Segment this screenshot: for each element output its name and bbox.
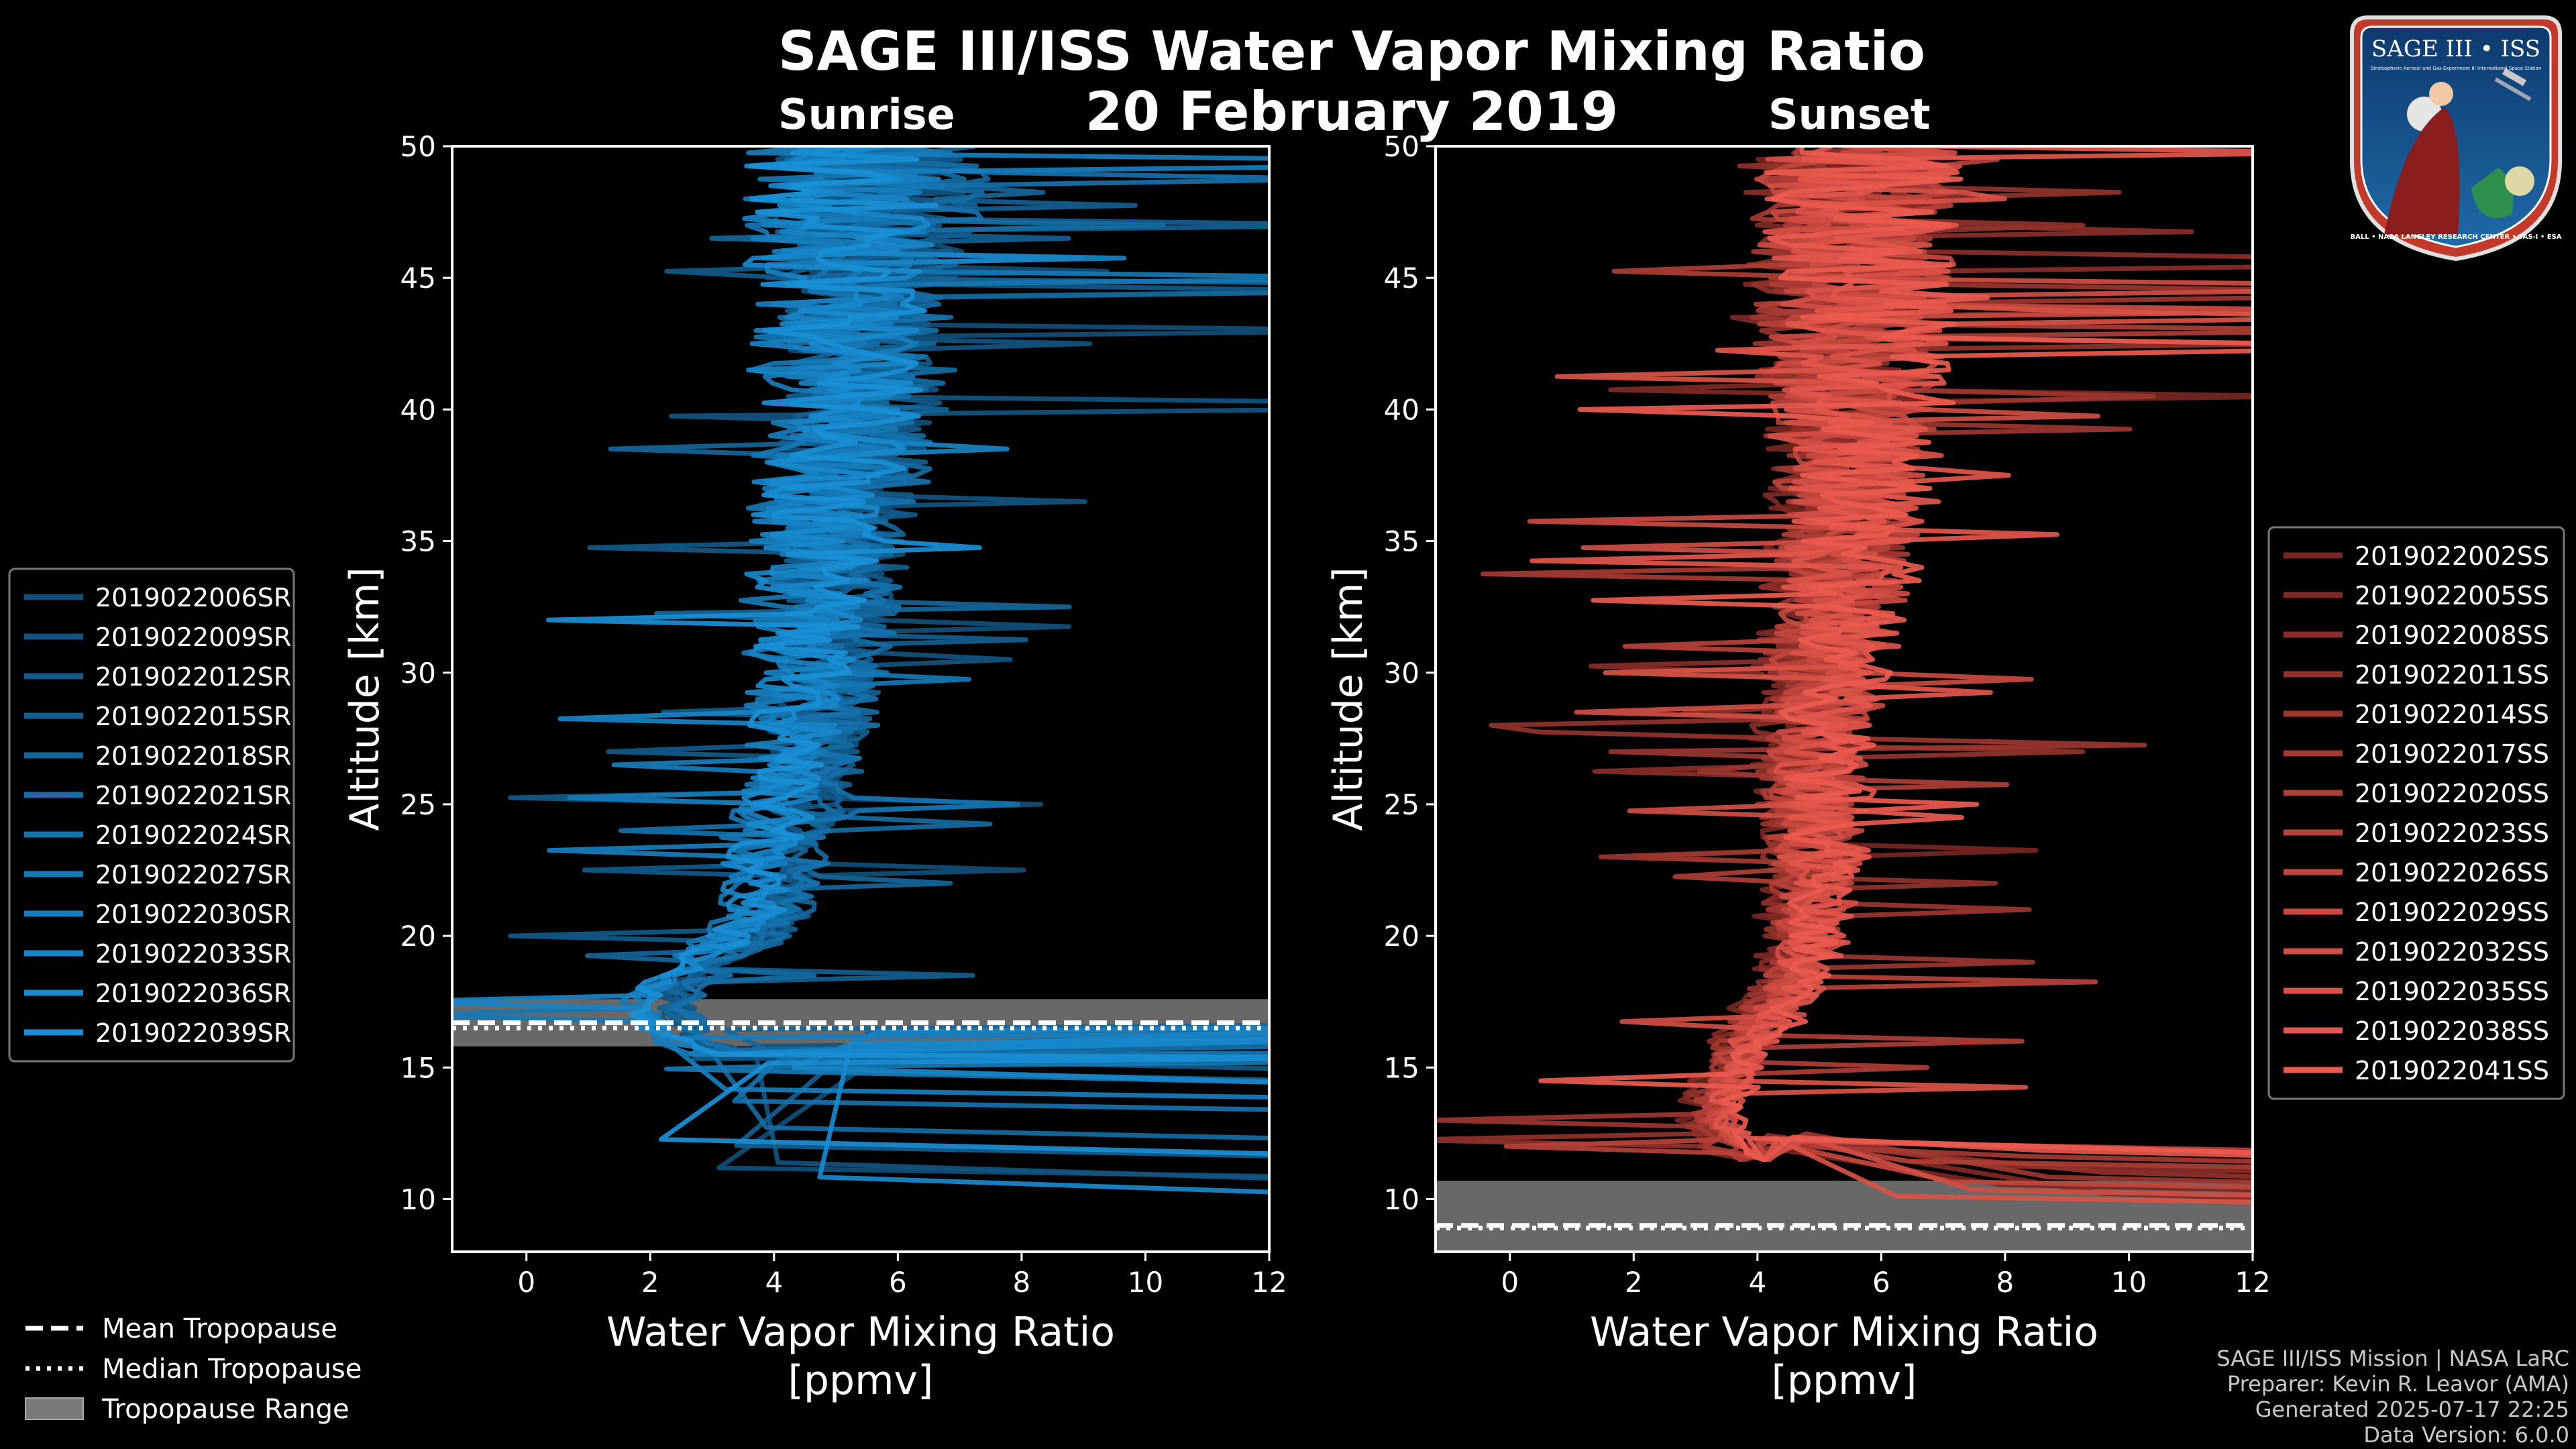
logo-ring-text: BALL • NASA LANGLEY RESEARCH CENTER • TA… — [2350, 233, 2561, 241]
y-tick-label: 40 — [400, 393, 436, 426]
x-axis-label: Water Vapor Mixing Ratio — [1590, 1309, 2098, 1356]
plot-frame — [451, 145, 1271, 1253]
y-tick-label: 15 — [400, 1051, 436, 1084]
x-tick-label: 8 — [1013, 1266, 1031, 1299]
y-tick-label: 25 — [400, 788, 436, 821]
legend-frame — [8, 568, 295, 1063]
legend-label: 2019022033SR — [95, 939, 291, 969]
tropopause-legend: Mean Tropopause Median Tropopause Tropopau… — [25, 1313, 362, 1425]
legend-label: 2019022026SS — [2355, 858, 2549, 888]
x-tick-label: 12 — [2235, 1266, 2270, 1299]
legend-label: 2019022002SS — [2355, 541, 2549, 571]
plot-area — [452, 146, 1269, 1195]
legend-label: 2019022039SR — [95, 1018, 291, 1048]
x-tick-label: 10 — [1128, 1266, 1163, 1299]
legend-label: 2019022027SR — [95, 860, 291, 890]
legend-label: 2019022029SS — [2355, 898, 2549, 927]
legends: 2019022006SR 2019022009SR 2019022012SR 2019… — [8, 526, 2565, 1425]
legend-label: 2019022020SS — [2355, 779, 2549, 808]
y-axis-label: Altitude [km] — [341, 567, 388, 831]
sunset-subtitle: Sunset — [1768, 90, 1931, 139]
logo-small-text: Stratospheric Aerosol and Gas Experiment… — [2371, 66, 2542, 71]
y-tick-label: 30 — [400, 657, 436, 690]
sunset-legend: 2019022002SS 2019022005SS 2019022008SS 2019… — [2267, 526, 2565, 1100]
x-tick-label: 8 — [1996, 1266, 2015, 1299]
y-tick-label: 10 — [1384, 1183, 1419, 1216]
legend-label: 2019022024SR — [95, 820, 291, 850]
legend-label: 2019022035SS — [2355, 977, 2549, 1006]
legend-label: 2019022015SR — [95, 702, 291, 731]
chart-title: SAGE III/ISS Water Vapor Mixing Ratio — [777, 20, 1926, 83]
plot-area — [1436, 146, 2253, 1252]
legend-range-label: Tropopause Range — [101, 1394, 350, 1425]
legend-label: 2019022005SS — [2355, 581, 2549, 610]
footer: SAGE III/ISS Mission | NASA LaRC Prepare… — [2216, 1346, 2569, 1448]
y-tick-label: 50 — [1384, 130, 1419, 163]
legend-label: 2019022038SS — [2355, 1016, 2549, 1046]
logo-title: SAGE III • ISS — [2371, 36, 2540, 62]
legend-label: 2019022011SS — [2355, 660, 2549, 690]
legend-label: 2019022018SR — [95, 741, 291, 771]
x-tick-label: 2 — [1625, 1266, 1643, 1299]
y-tick-label: 25 — [1384, 788, 1419, 821]
y-tick-label: 10 — [400, 1183, 436, 1216]
y-tick-label: 35 — [400, 525, 436, 558]
x-tick-label: 4 — [1748, 1266, 1766, 1299]
legend-label: 2019022017SS — [2355, 739, 2549, 769]
legend-label: 2019022023SS — [2355, 818, 2549, 848]
y-tick-label: 40 — [1384, 393, 1419, 426]
legend-median-label: Median Tropopause — [102, 1354, 362, 1385]
profile-2019022039SR — [546, 146, 1269, 1157]
footer-version: Data Version: 6.0.0 — [2363, 1422, 2569, 1448]
plot-frame — [1434, 145, 2254, 1253]
legend-label: 2019022012SR — [95, 662, 291, 692]
x-tick-label: 6 — [1872, 1266, 1890, 1299]
profile-2019022041SS — [1538, 146, 2253, 1163]
x-tick-label: 6 — [889, 1266, 907, 1299]
legend-mean-label: Mean Tropopause — [102, 1313, 337, 1344]
y-tick-label: 30 — [1384, 657, 1419, 690]
x-axis-label: Water Vapor Mixing Ratio — [606, 1309, 1115, 1356]
x-tick-label: 0 — [1501, 1266, 1519, 1299]
footer-preparer: Preparer: Kevin R. Leavor (AMA) — [2226, 1371, 2569, 1397]
legend-label: 2019022032SS — [2355, 937, 2549, 967]
y-tick-label: 15 — [1384, 1051, 1419, 1084]
legend-label: 2019022041SS — [2355, 1056, 2549, 1085]
legend-label: 2019022030SR — [95, 900, 291, 929]
legend-label: 2019022021SR — [95, 781, 291, 810]
sage-iii-iss-logo: SAGE III • ISS Stratospheric Aerosol and… — [2350, 15, 2562, 262]
legend-label: 2019022008SS — [2355, 621, 2549, 650]
legend-label: 2019022009SR — [95, 623, 291, 652]
footer-generated: Generated 2025-07-17 22:25 — [2255, 1397, 2569, 1422]
y-tick-label: 35 — [1384, 525, 1419, 558]
y-tick-label: 20 — [1384, 920, 1419, 953]
y-tick-label: 20 — [400, 920, 436, 953]
x-axis-unit: [ppmv] — [1772, 1357, 1917, 1404]
sunrise-panel: 0 2 4 6 8 10 12 10 15 20 25 30 35 40 45 50 Water Vapor M… — [341, 130, 1287, 1404]
legend-frame — [2267, 526, 2565, 1100]
x-axis-unit: [ppmv] — [788, 1357, 934, 1404]
x-tick-label: 4 — [765, 1266, 783, 1299]
legend-label: 2019022036SR — [95, 979, 291, 1008]
legend-label: 2019022014SS — [2355, 700, 2549, 729]
x-tick-label: 10 — [2111, 1266, 2147, 1299]
y-tick-label: 45 — [1384, 262, 1419, 294]
y-tick-label: 50 — [400, 130, 436, 163]
profile-2019022036SR — [637, 146, 1269, 1195]
y-tick-label: 45 — [400, 262, 436, 294]
legend-label: 2019022006SR — [95, 583, 291, 612]
chart-date: 20 February 2019 — [1085, 80, 1619, 143]
footer-mission: SAGE III/ISS Mission | NASA LaRC — [2216, 1346, 2569, 1371]
x-tick-label: 2 — [641, 1266, 659, 1299]
y-axis-label: Altitude [km] — [1325, 567, 1372, 831]
sunrise-subtitle: Sunrise — [778, 90, 955, 139]
x-tick-label: 12 — [1251, 1266, 1287, 1299]
sunset-panel: 0 2 4 6 8 10 12 10 15 20 25 30 35 40 45 50 Water Vapor M… — [1325, 130, 2271, 1404]
legend-range-swatch — [25, 1397, 84, 1420]
sunrise-legend: 2019022006SR 2019022009SR 2019022012SR 2019… — [8, 568, 295, 1063]
x-tick-label: 0 — [517, 1266, 535, 1299]
